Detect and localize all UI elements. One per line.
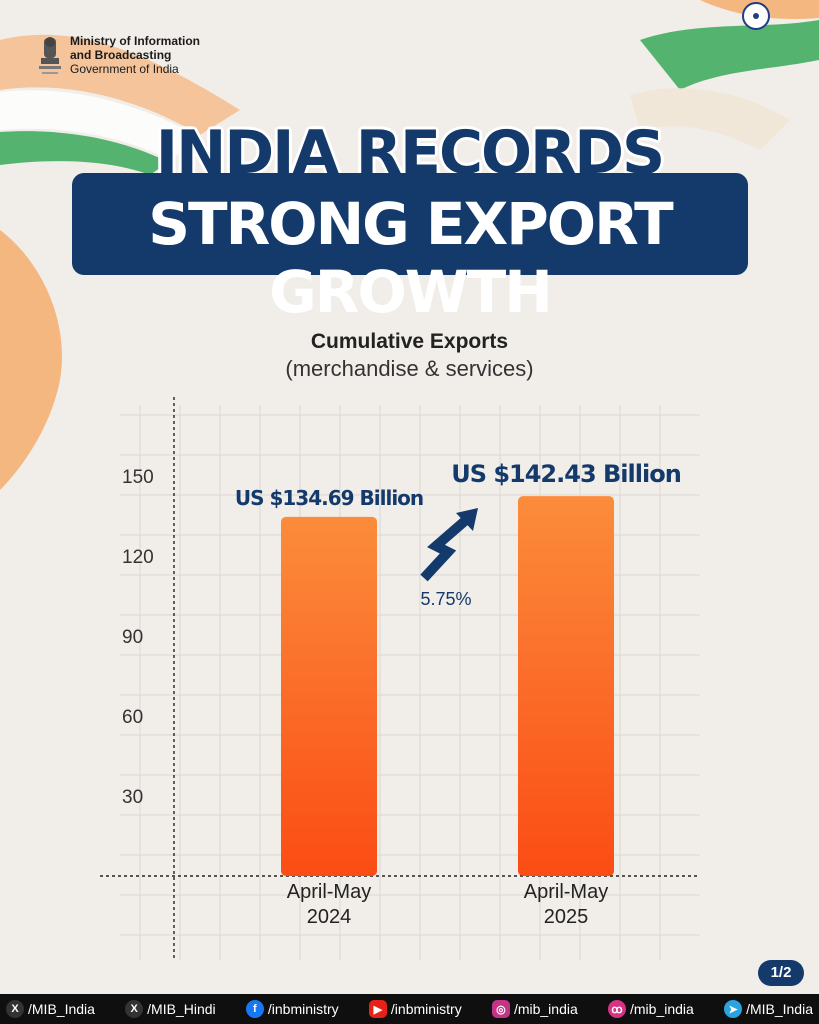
footer-label: /inbministry <box>267 1001 339 1017</box>
footer-item-facebook[interactable]: f /inbministry <box>245 1000 339 1018</box>
ministry-header: Ministry of Information and Broadcasting… <box>36 34 200 82</box>
headline-line2: STRONG EXPORT GROWTH <box>148 190 673 326</box>
footer-label: /MIB_India <box>746 1001 813 1017</box>
page-indicator: 1/2 <box>758 960 804 986</box>
tricolour-ribbon-decoration <box>0 0 819 490</box>
x-tick-label: 2024 <box>307 906 352 928</box>
footer-item-x-hindi[interactable]: X /MIB_Hindi <box>125 1000 216 1018</box>
y-tick-label: 30 <box>122 787 143 808</box>
data-label-1: US $134.69 Billion <box>235 486 423 510</box>
growth-arrow-icon <box>420 508 478 582</box>
footer-item-youtube[interactable]: ▶ /inbministry <box>368 1000 462 1018</box>
y-tick-label: 150 <box>122 467 154 488</box>
y-tick-label: 120 <box>122 547 154 568</box>
footer-item-instagram[interactable]: ◎ /mib_india <box>491 1000 578 1018</box>
footer-item-x-india[interactable]: X /MIB_India <box>6 1000 95 1018</box>
headline-banner <box>72 173 748 275</box>
x-tick-label: 2025 <box>544 906 589 928</box>
telegram-icon: ➤ <box>724 1000 743 1018</box>
data-label-2: US $142.43 Billion <box>451 460 681 488</box>
footer-item-telegram[interactable]: ➤ /MIB_India <box>724 1000 813 1018</box>
youtube-icon: ▶ <box>368 1000 387 1018</box>
chart-title: Cumulative Exports <box>310 330 509 353</box>
footer-label: /MIB_India <box>28 1001 95 1017</box>
koo-icon: ꝏ <box>608 1000 626 1018</box>
national-emblem-icon <box>39 37 61 74</box>
growth-percentage: 5.75% <box>420 589 471 609</box>
y-tick-label: 60 <box>122 707 143 728</box>
bar-1 <box>281 516 377 876</box>
org-name-line1: Ministry of Information <box>70 34 200 48</box>
footer-label: /inbministry <box>390 1001 462 1017</box>
footer-label: /mib_india <box>630 1001 694 1017</box>
org-name-line2: and Broadcasting <box>70 48 172 62</box>
footer-label: /MIB_Hindi <box>147 1001 216 1017</box>
x-icon: X <box>125 1000 144 1018</box>
facebook-icon: f <box>245 1000 264 1018</box>
footer-item-koo[interactable]: ꝏ /mib_india <box>608 1000 694 1018</box>
social-footer: X /MIB_India X /MIB_Hindi f /inbministry… <box>0 994 819 1024</box>
y-tick-label: 90 <box>122 627 143 648</box>
bar-2 <box>518 496 614 876</box>
x-icon: X <box>6 1000 24 1018</box>
instagram-icon: ◎ <box>491 1000 510 1018</box>
chart-subtitle: (merchandise & services) <box>285 356 534 381</box>
footer-label: /mib_india <box>513 1001 578 1017</box>
x-tick-label: April-May <box>524 881 608 903</box>
org-government: Government of India <box>70 62 179 76</box>
x-tick-label: April-May <box>287 881 371 903</box>
